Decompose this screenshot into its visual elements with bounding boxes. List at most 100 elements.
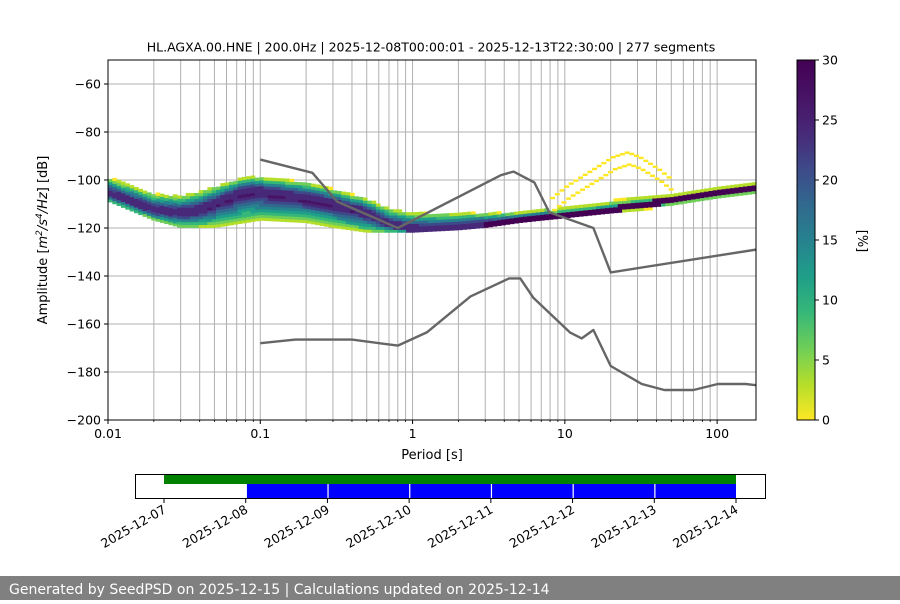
footer-banner: Generated by SeedPSD on 2025-12-15 | Cal…: [0, 576, 900, 600]
psd-density-cell: [384, 223, 390, 227]
psd-density-cell: [319, 202, 325, 206]
psd-density-cell: [293, 219, 299, 223]
psd-density-cell: [620, 152, 626, 156]
psd-density-cell: [717, 195, 722, 199]
psd-density-cell: [203, 221, 208, 226]
psd-density-cell: [194, 195, 200, 200]
x-axis-label: Period [s]: [401, 448, 463, 463]
psd-density-cell: [358, 214, 364, 218]
psd-density-cell: [168, 219, 174, 223]
psd-density-cell: [591, 206, 597, 210]
psd-density-cell: [211, 198, 217, 202]
psd-density-cell: [224, 202, 230, 206]
psd-density-cell: [237, 177, 243, 181]
chart-title: HL.AGXA.00.HNE | 200.0Hz | 2025-12-08T00…: [147, 40, 715, 55]
y-axis-label-part: Amplitude [: [36, 248, 51, 324]
psd-density-cell: [596, 208, 601, 212]
psd-density-cell: [241, 205, 247, 209]
psd-density-cell: [306, 211, 312, 215]
psd-density-cell: [194, 213, 200, 217]
availability-bar: [164, 475, 736, 484]
psd-density-cell: [596, 164, 602, 168]
psd-density-cell: [730, 187, 735, 192]
y-axis-label: Amplitude [m2/s4/Hz] [dB]: [35, 156, 51, 325]
psd-density-cell: [250, 186, 256, 191]
psd-density-cell: [341, 194, 346, 198]
psd-density-cell: [151, 197, 156, 201]
psd-density-cell: [146, 206, 152, 211]
psd-density-cell: [682, 194, 688, 198]
y-tick-label: −120: [67, 221, 101, 236]
psd-density-cell: [177, 221, 182, 225]
psd-density-cell: [704, 188, 709, 192]
psd-density-cell: [531, 209, 537, 213]
colorbar: 0 5 10 15 20 25 30 [%]: [796, 53, 869, 428]
psd-density-cell: [315, 201, 321, 206]
psd-density-cell: [298, 208, 303, 212]
psd-density-cell: [332, 216, 338, 220]
psd-density-cell: [120, 187, 126, 191]
psd-density-cell: [717, 186, 722, 190]
psd-density-cell: [207, 216, 213, 220]
psd-density-cell: [345, 223, 351, 228]
psd-density-cell: [570, 211, 575, 215]
psd-density-cell: [423, 225, 429, 230]
psd-density-cell: [397, 229, 403, 233]
psd-density-cell: [228, 196, 234, 200]
psd-density-cell: [276, 218, 282, 222]
psd-density-cell: [108, 181, 113, 186]
psd-density-cell: [432, 225, 437, 229]
y-tick-label: −80: [75, 125, 101, 140]
psd-density-cell: [587, 212, 593, 216]
psd-density-cell: [466, 220, 472, 224]
psd-density-cell: [298, 202, 303, 206]
psd-density-cell: [743, 183, 748, 187]
psd-density-cell: [241, 214, 247, 218]
psd-density-cell: [336, 196, 342, 200]
psd-density-cell: [241, 179, 247, 184]
psd-density-cell: [345, 212, 351, 216]
psd-density-cell: [587, 206, 593, 210]
psd-density-cell: [449, 224, 454, 228]
psd-density-cell: [544, 216, 550, 221]
psd-density-cell: [254, 186, 260, 190]
psd-density-cell: [151, 194, 156, 198]
psd-density-cell: [622, 203, 627, 207]
psd-density-cell: [306, 203, 312, 207]
psd-density-cell: [388, 226, 394, 230]
psd-density-cell: [254, 189, 260, 193]
colorbar-tick-label: 30: [822, 53, 838, 68]
psd-density-cell: [224, 211, 230, 215]
psd-density-cell: [432, 228, 437, 232]
psd-density-cell: [414, 223, 420, 227]
psd-density-cell: [133, 207, 139, 211]
y-axis-ticks: −60 −80 −100 −120 −140 −160 −180 −200: [67, 77, 108, 428]
psd-density-cell: [250, 181, 256, 185]
psd-density-cell: [565, 214, 571, 218]
psd-density-cell: [328, 218, 334, 222]
psd-density-cell: [216, 224, 221, 228]
psd-density-cell: [479, 224, 485, 229]
psd-density-cell: [267, 206, 273, 210]
psd-density-cell: [120, 184, 126, 188]
psd-density-cell: [561, 206, 567, 210]
psd-density-cell: [362, 220, 368, 224]
psd-density-cell: [479, 222, 485, 226]
colorbar-tick-label: 0: [822, 413, 830, 428]
psd-density-cell: [453, 212, 459, 217]
psd-density-cell: [712, 187, 718, 191]
psd-density-cell: [496, 214, 502, 218]
psd-density-cell: [185, 204, 191, 208]
psd-density-cell: [470, 217, 476, 221]
psd-density-cell: [190, 207, 195, 211]
psd-density-cell: [237, 194, 243, 199]
psd-density-cell: [233, 192, 238, 196]
footer-text: Generated by SeedPSD on 2025-12-15 | Cal…: [9, 582, 550, 598]
psd-density-cell: [336, 208, 342, 212]
psd-density-cell: [349, 227, 355, 231]
psd-density-cell: [349, 204, 355, 208]
psd-density-cell: [488, 215, 493, 219]
psd-density-cell: [241, 220, 247, 224]
psd-density-cell: [349, 224, 355, 228]
psd-density-cell: [319, 199, 325, 203]
